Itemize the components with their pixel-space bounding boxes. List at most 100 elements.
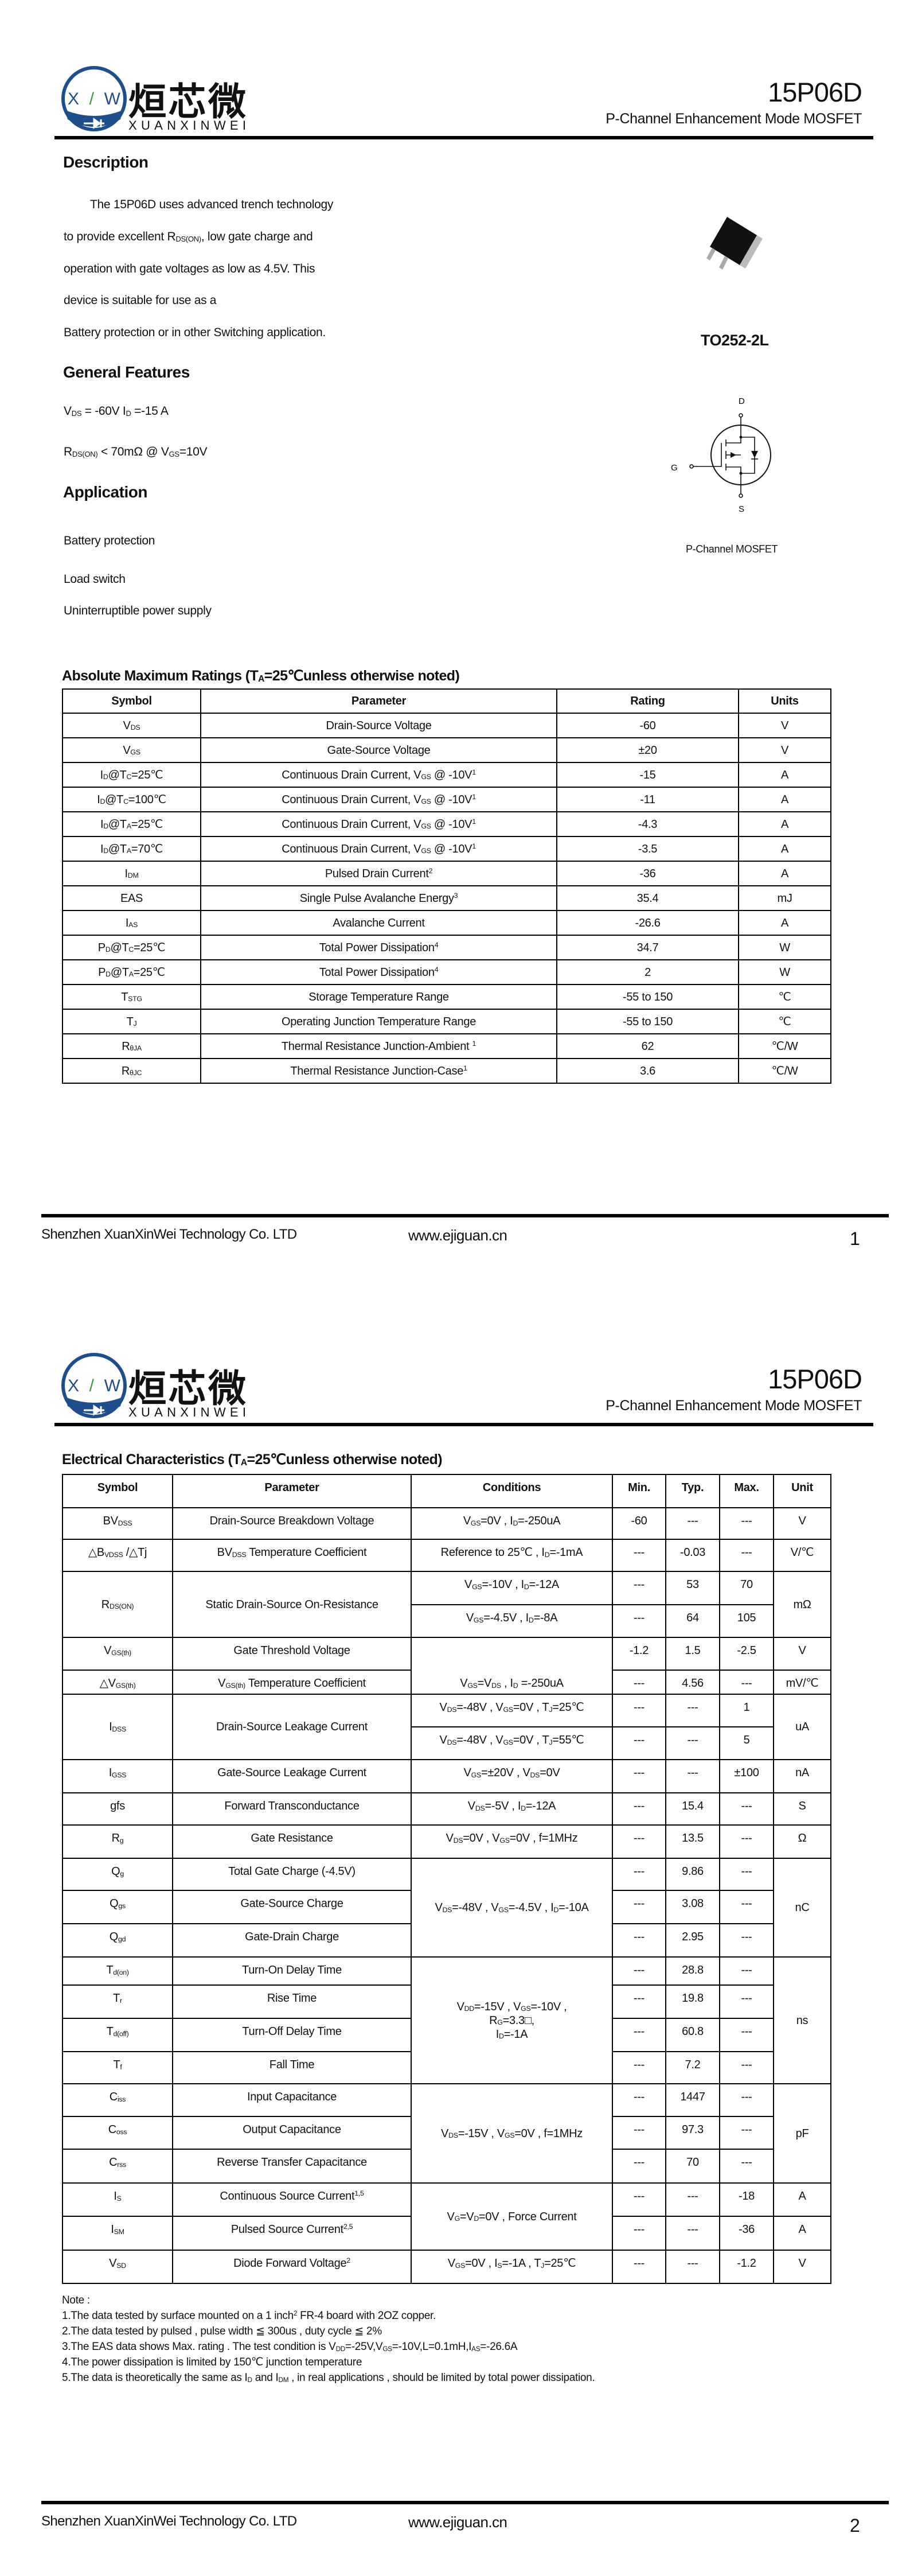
table-row: gfs Forward Transconductance VDS=-5V , ID=… — [62, 1792, 831, 1826]
max-cell: --- — [719, 1984, 774, 2019]
symbol-cell: ID@TA=25℃ — [62, 811, 201, 837]
parameter-cell: Reverse Transfer Capacitance — [172, 2149, 412, 2184]
column-header-unit: Unit — [773, 1474, 831, 1508]
min-cell: --- — [612, 1956, 666, 1986]
max-cell: -2.5 — [719, 1637, 774, 1671]
symbol-cell: IAS — [62, 910, 201, 936]
table-row: Qg Total Gate Charge (-4.5V) VDS=-48V , VG… — [62, 1858, 831, 1958]
conditions-cell: VGS=VDS , ID =-250uA — [411, 1637, 613, 1695]
parameter-cell: Pulsed Drain Current2 — [200, 861, 557, 886]
company-logo: X / W 烜芯微 XUANXINWEI — [61, 66, 246, 133]
symbol-cell: Td(off) — [62, 2018, 173, 2052]
unit-cell: A — [773, 2182, 831, 2217]
footer-website[interactable]: www.ejiguan.cn — [408, 1227, 507, 1244]
symbol-cell: ID@TC=100℃ — [62, 787, 201, 812]
unit-cell: mV/℃ — [773, 1670, 831, 1695]
typ-cell: --- — [665, 2216, 720, 2251]
parameter-cell: Thermal Resistance Junction-Ambient 1 — [200, 1033, 557, 1059]
conditions-cell: VDS=-48V , VGS=-4.5V , ID=-10A — [411, 1858, 613, 1958]
symbol-cell: Tf — [62, 2051, 173, 2084]
table-row: VDS=-48V , VGS=0V , TJ=55℃ --- --- 5 — [63, 1726, 831, 1760]
rating-cell: -11 — [556, 787, 739, 812]
max-cell: -36 — [719, 2216, 774, 2251]
parameter-cell: Drain-Source Leakage Current — [172, 1694, 412, 1760]
max-cell: -18 — [719, 2182, 774, 2217]
symbol-cell: VDS — [62, 713, 201, 738]
table-row: Qgd Gate-Drain Charge --- 2.95 --- — [62, 1923, 831, 1958]
conditions-cell: VDD=-15V , VGS=-10V , RG=3.3□, ID=-1A — [411, 1956, 613, 2084]
table-row: TSTG Storage Temperature Range -55 to 150 ℃ — [62, 984, 831, 1010]
table-row: ID@TC=100℃ Continuous Drain Current, VGS … — [62, 787, 831, 812]
max-cell: 5 — [719, 1726, 774, 1760]
symbol-cell: Qgs — [62, 1890, 173, 1924]
rating-cell: -60 — [556, 713, 739, 738]
min-cell: --- — [612, 1923, 666, 1958]
max-cell: --- — [719, 1824, 774, 1859]
units-cell: A — [738, 861, 831, 886]
footer-company: Shenzhen XuanXinWei Technology Co. LTD — [41, 1227, 297, 1242]
min-cell: --- — [612, 2182, 666, 2217]
symbol-cell: △VGS(th) — [62, 1670, 173, 1695]
conditions-cell: VDS=-48V , VGS=0V , TJ=55℃ — [411, 1726, 613, 1760]
table-row: PD@TA=25℃ Total Power Dissipation4 2 W — [62, 959, 831, 985]
table-row: Td(on) Turn-On Delay Time VDD=-15V , VGS=-… — [62, 1956, 831, 2084]
column-header-parameter: Parameter — [200, 688, 557, 714]
table-row: IDM Pulsed Drain Current2 -36 A — [62, 861, 831, 886]
rating-cell: -4.3 — [556, 811, 739, 837]
units-cell: A — [738, 811, 831, 837]
table-row: VGS Gate-Source Voltage ±20 V — [62, 737, 831, 763]
column-header-rating: Rating — [556, 688, 739, 714]
parameter-cell: Pulsed Source Current2,5 — [172, 2216, 412, 2251]
rating-cell: -55 to 150 — [556, 1009, 739, 1034]
min-cell: --- — [612, 1539, 666, 1572]
parameter-cell: VGS(th) Temperature Coefficient — [172, 1670, 412, 1695]
min-cell: --- — [612, 1670, 666, 1695]
unit-cell: V — [773, 2250, 831, 2284]
unit-cell: pF — [773, 2083, 831, 2184]
table-row: Tf Fall Time --- 7.2 --- — [62, 2051, 831, 2084]
table-row: RθJC Thermal Resistance Junction-Case1 3.6… — [62, 1058, 831, 1084]
typ-cell: 13.5 — [665, 1824, 720, 1859]
symbol-cell: TJ — [62, 1009, 201, 1034]
unit-cell: nC — [773, 1858, 831, 1958]
footer-divider — [41, 1214, 889, 1217]
symbol-cell: IDM — [62, 861, 201, 886]
page-1: X / W 烜芯微 XUANXINWEI 15P06D P-Channel Enha… — [0, 0, 910, 1287]
min-cell: --- — [612, 1604, 666, 1638]
svg-text:X/W: X / W — [68, 1376, 121, 1395]
svg-text:烜芯微: 烜芯微 — [128, 1367, 246, 1411]
parameter-cell: Drain-Source Breakdown Voltage — [172, 1507, 412, 1540]
typ-cell: 1.5 — [665, 1637, 720, 1671]
max-cell: --- — [719, 1507, 774, 1540]
min-cell: --- — [612, 2083, 666, 2117]
typ-cell: 2.95 — [665, 1923, 720, 1958]
svg-text:烜芯微: 烜芯微 — [128, 80, 246, 124]
min-cell: --- — [612, 2051, 666, 2084]
table-row: Tr Rise Time --- 19.8 --- — [62, 1984, 831, 2019]
parameter-cell: Output Capacitance — [172, 2116, 412, 2150]
symbol-cell: Rg — [62, 1824, 173, 1859]
parameter-cell: Total Power Dissipation4 — [200, 959, 557, 985]
footer-website[interactable]: www.ejiguan.cn — [408, 2513, 507, 2531]
symbol-cell: △BVDSS /△Tj — [62, 1539, 173, 1572]
units-cell: W — [738, 935, 831, 960]
note-item: 5.The data is theoretically the same as … — [62, 2372, 595, 2384]
min-cell: --- — [612, 2116, 666, 2150]
footer-company: Shenzhen XuanXinWei Technology Co. LTD — [41, 2513, 297, 2529]
conditions-cell: Reference to 25℃ , ID=-1mA — [411, 1539, 613, 1572]
table-row: VGS(th) Gate Threshold Voltage VGS=VDS , I… — [62, 1637, 831, 1695]
description-line: The 15P06D uses advanced trench technolo… — [90, 198, 334, 211]
parameter-cell: Gate Resistance — [172, 1824, 412, 1859]
table-row: RDS(ON) Static Drain-Source On-Resistance… — [62, 1571, 831, 1638]
units-cell: A — [738, 836, 831, 862]
company-logo: X / W 烜芯微 XUANXINWEI — [61, 1353, 246, 1419]
conditions-cell: VGS=-10V , ID=-12A — [411, 1571, 613, 1605]
parameter-cell: Continuous Source Current1,5 — [172, 2182, 412, 2217]
max-cell: 1 — [719, 1694, 774, 1727]
symbol-cell: Ciss — [62, 2083, 173, 2117]
symbol-cell: VSD — [62, 2250, 173, 2284]
symbol-cell: VGS(th) — [62, 1637, 173, 1671]
table-row: ID@TA=70℃ Continuous Drain Current, VGS @… — [62, 836, 831, 862]
package-label: TO252-2L — [701, 332, 769, 349]
table-row: EAS Single Pulse Avalanche Energy3 35.4 mJ — [62, 885, 831, 911]
